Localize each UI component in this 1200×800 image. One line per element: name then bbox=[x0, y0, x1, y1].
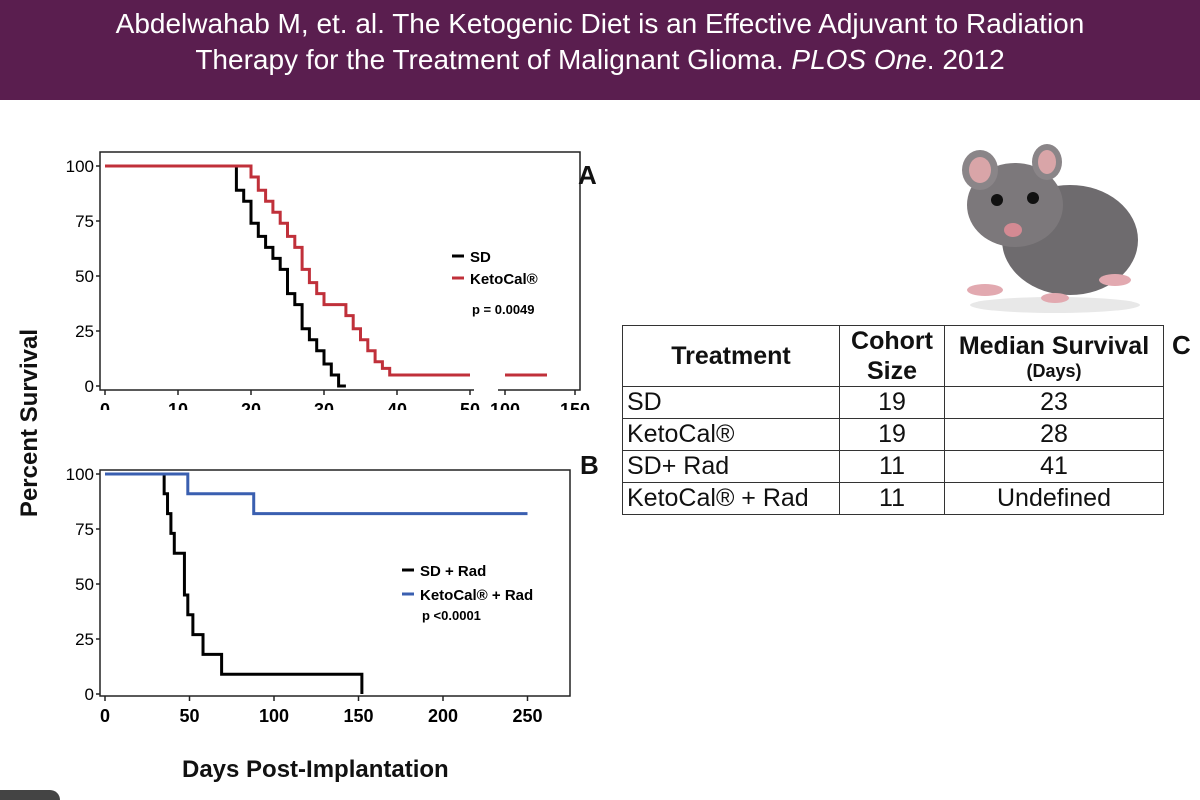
axis-break bbox=[474, 386, 498, 396]
citation-line-1: Abdelwahab M, et. al. The Ketogenic Diet… bbox=[115, 8, 1085, 39]
journal-name: PLOS One bbox=[791, 44, 927, 75]
median-cell: 23 bbox=[944, 386, 1164, 419]
y-tick-label: 0 bbox=[85, 377, 94, 396]
table-row: SD 19 23 bbox=[622, 386, 1164, 419]
y-tick-label: 25 bbox=[75, 322, 94, 341]
plot-frame bbox=[99, 469, 571, 697]
legend-label: SD bbox=[470, 249, 491, 266]
cohort-cell: 11 bbox=[839, 482, 945, 515]
series-line-0 bbox=[105, 164, 346, 388]
p-value: p = 0.0049 bbox=[472, 302, 535, 317]
legend-label: KetoCal® bbox=[470, 271, 538, 288]
mouse-shadow bbox=[970, 297, 1140, 313]
plot-frame bbox=[99, 151, 581, 391]
table-row: KetoCal® 19 28 bbox=[622, 418, 1164, 451]
x-tick-label: 150 bbox=[560, 400, 590, 410]
x-tick-label: 0 bbox=[100, 706, 110, 726]
treatment-cell: KetoCal® bbox=[622, 418, 840, 451]
median-cell: 28 bbox=[944, 418, 1164, 451]
col-median: Median Survival (Days) bbox=[944, 325, 1164, 387]
x-tick-label: 0 bbox=[100, 400, 110, 410]
cohort-cell: 11 bbox=[839, 450, 945, 483]
col-median-title: Median Survival bbox=[958, 332, 1150, 360]
y-tick-label: 50 bbox=[75, 267, 94, 286]
y-tick-label: 75 bbox=[75, 520, 94, 539]
legend-label: SD + Rad bbox=[420, 563, 486, 580]
table-row: SD+ Rad 11 41 bbox=[622, 450, 1164, 483]
header-banner: Abdelwahab M, et. al. The Ketogenic Diet… bbox=[0, 0, 1200, 100]
col-median-unit: (Days) bbox=[1026, 361, 1082, 381]
x-tick-label: 40 bbox=[387, 400, 407, 410]
citation-year: . 2012 bbox=[926, 44, 1005, 75]
mouse-nose bbox=[1004, 223, 1022, 237]
y-tick-label: 75 bbox=[75, 212, 94, 231]
table-header-row: Treatment Cohort Size Median Survival (Da… bbox=[622, 325, 1164, 387]
y-tick-label: 0 bbox=[85, 685, 94, 704]
x-tick-label: 250 bbox=[512, 706, 542, 726]
x-tick-label: 50 bbox=[460, 400, 480, 410]
p-value: p <0.0001 bbox=[422, 608, 481, 623]
y-tick-label: 100 bbox=[66, 465, 94, 484]
mouse-photo bbox=[962, 144, 1140, 313]
results-table: Treatment Cohort Size Median Survival (Da… bbox=[622, 325, 1164, 515]
citation-line-2-text: Therapy for the Treatment of Malignant G… bbox=[195, 44, 784, 75]
median-cell: Undefined bbox=[944, 482, 1164, 515]
series-line-0 bbox=[105, 472, 364, 694]
x-tick-label: 150 bbox=[343, 706, 373, 726]
survival-chart-b: 0 25 50 75 100 0 50 100 150 200 250 SD + Rad KetoCal… bbox=[66, 465, 571, 726]
mouse-eye-right bbox=[1027, 192, 1039, 204]
treatment-cell: SD bbox=[622, 386, 840, 419]
cohort-cell: 19 bbox=[839, 418, 945, 451]
mouse-eye-left bbox=[991, 194, 1003, 206]
x-tick-label: 100 bbox=[490, 400, 520, 410]
y-tick-label: 100 bbox=[66, 157, 94, 176]
treatment-cell: SD+ Rad bbox=[622, 450, 840, 483]
x-tick-label: 100 bbox=[259, 706, 289, 726]
x-tick-label: 30 bbox=[314, 400, 334, 410]
x-tick-label: 10 bbox=[168, 400, 188, 410]
survival-chart-a: 0 25 50 75 100 0 10 20 30 40 50 100 150 SD KetoCal® p =… bbox=[66, 151, 590, 410]
col-treatment: Treatment bbox=[622, 325, 840, 387]
x-tick-label: 200 bbox=[428, 706, 458, 726]
y-tick-label: 25 bbox=[75, 630, 94, 649]
series-line-1 bbox=[105, 164, 470, 377]
median-cell: 41 bbox=[944, 450, 1164, 483]
corner-decoration bbox=[0, 790, 60, 800]
cohort-cell: 19 bbox=[839, 386, 945, 419]
citation-line-2: Therapy for the Treatment of Malignant G… bbox=[0, 42, 1200, 78]
x-axis-label: Days Post-Implantation bbox=[182, 756, 449, 783]
series-line-1 bbox=[105, 472, 528, 516]
treatment-cell: KetoCal® + Rad bbox=[622, 482, 840, 515]
panel-label-b: B bbox=[580, 450, 599, 480]
x-tick-label: 20 bbox=[241, 400, 261, 410]
table-row: KetoCal® + Rad 11 Undefined bbox=[622, 482, 1164, 515]
mouse-paw bbox=[967, 284, 1003, 296]
panel-label-c: C bbox=[1172, 330, 1191, 360]
x-tick-label: 50 bbox=[179, 706, 199, 726]
col-cohort: Cohort Size bbox=[839, 325, 945, 387]
y-tick-label: 50 bbox=[75, 575, 94, 594]
panel-label-a: A bbox=[578, 160, 597, 190]
legend-label: KetoCal® + Rad bbox=[420, 587, 533, 604]
